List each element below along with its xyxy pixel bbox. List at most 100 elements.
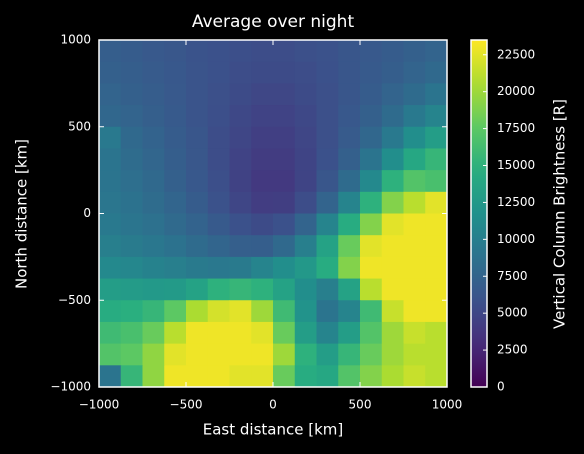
heat-cell: [251, 343, 274, 366]
heat-cell: [142, 126, 165, 149]
heat-cell: [186, 83, 209, 106]
heat-cell: [381, 148, 404, 171]
heat-cell: [251, 256, 274, 280]
heat-cell: [316, 300, 339, 323]
heat-cell: [425, 191, 448, 214]
heat-cell: [381, 213, 404, 236]
heat-cell: [294, 61, 317, 84]
heat-cell: [381, 278, 404, 301]
heat-cell: [273, 191, 296, 214]
heat-cell: [120, 126, 143, 149]
heat-cell: [316, 256, 339, 280]
heat-cell: [403, 105, 426, 128]
heat-cell: [186, 126, 209, 149]
heat-cell: [425, 40, 448, 63]
heat-cell: [273, 278, 296, 301]
heat-cell: [142, 148, 165, 171]
heat-cell: [142, 256, 165, 280]
heat-cell: [229, 256, 252, 280]
heat-cell: [186, 191, 209, 214]
heat-cell: [273, 83, 296, 106]
heat-cell: [316, 40, 339, 63]
heat-cell: [186, 170, 209, 193]
heat-cell: [425, 321, 448, 345]
heat-cell: [142, 170, 165, 193]
heat-cell: [186, 213, 209, 236]
heat-cell: [251, 365, 274, 388]
heat-cell: [360, 256, 383, 280]
heat-cell: [403, 235, 426, 258]
heat-cell: [229, 278, 252, 301]
heat-cell: [164, 61, 187, 84]
heat-cell: [99, 83, 122, 106]
heat-cell: [425, 300, 448, 323]
heat-cell: [316, 148, 339, 171]
heat-cell: [186, 148, 209, 171]
colorbar-tick-label: 20000: [497, 84, 535, 98]
heat-cell: [251, 191, 274, 214]
heat-cell: [229, 105, 252, 128]
heat-cell: [186, 256, 209, 280]
heat-cell: [207, 148, 230, 171]
heat-cell: [229, 343, 252, 366]
heat-cell: [229, 300, 252, 323]
heat-cell: [360, 61, 383, 84]
x-axis-label: East distance [km]: [203, 421, 343, 439]
heat-cell: [360, 105, 383, 128]
heat-cell: [294, 83, 317, 106]
heat-cell: [381, 170, 404, 193]
heat-cell: [229, 170, 252, 193]
heat-cell: [338, 235, 361, 258]
heat-cell: [164, 235, 187, 258]
colorbar-tick-label: 2500: [497, 343, 528, 357]
heat-cell: [425, 343, 448, 366]
heat-cell: [99, 343, 122, 366]
heat-cell: [99, 365, 122, 388]
heat-cell: [207, 365, 230, 388]
heat-cell: [120, 148, 143, 171]
heat-cell: [251, 213, 274, 236]
heat-cell: [186, 300, 209, 323]
heat-cell: [381, 40, 404, 63]
heat-cell: [316, 83, 339, 106]
heat-cell: [403, 148, 426, 171]
heat-cell: [186, 40, 209, 63]
heat-cell: [142, 343, 165, 366]
heat-cell: [360, 126, 383, 149]
heat-cell: [164, 321, 187, 345]
heat-cell: [273, 235, 296, 258]
heat-cell: [99, 148, 122, 171]
heat-cell: [99, 256, 122, 280]
heat-cell: [207, 83, 230, 106]
heat-cell: [207, 40, 230, 63]
colorbar-label: Vertical Column Brightness [R]: [551, 99, 569, 329]
heat-cell: [186, 235, 209, 258]
heat-cell: [316, 235, 339, 258]
heat-cell: [164, 213, 187, 236]
heat-cell: [338, 256, 361, 280]
heat-cell: [207, 256, 230, 280]
heat-cell: [229, 365, 252, 388]
heat-cell: [403, 170, 426, 193]
y-axis-label: North distance [km]: [13, 139, 31, 289]
heat-cell: [425, 278, 448, 301]
heat-cell: [229, 61, 252, 84]
heat-cell: [403, 83, 426, 106]
heat-cell: [273, 105, 296, 128]
heat-cell: [294, 40, 317, 63]
heatmap: [99, 40, 448, 388]
heat-cell: [120, 343, 143, 366]
heat-cell: [294, 148, 317, 171]
heat-cell: [164, 105, 187, 128]
heat-cell: [381, 300, 404, 323]
heat-cell: [142, 40, 165, 63]
heat-cell: [120, 256, 143, 280]
heat-cell: [273, 148, 296, 171]
heat-cell: [294, 105, 317, 128]
heat-cell: [425, 213, 448, 236]
heat-cell: [251, 148, 274, 171]
heat-cell: [229, 148, 252, 171]
x-tick-label: −500: [170, 398, 203, 412]
heat-cell: [381, 235, 404, 258]
heat-cell: [164, 278, 187, 301]
